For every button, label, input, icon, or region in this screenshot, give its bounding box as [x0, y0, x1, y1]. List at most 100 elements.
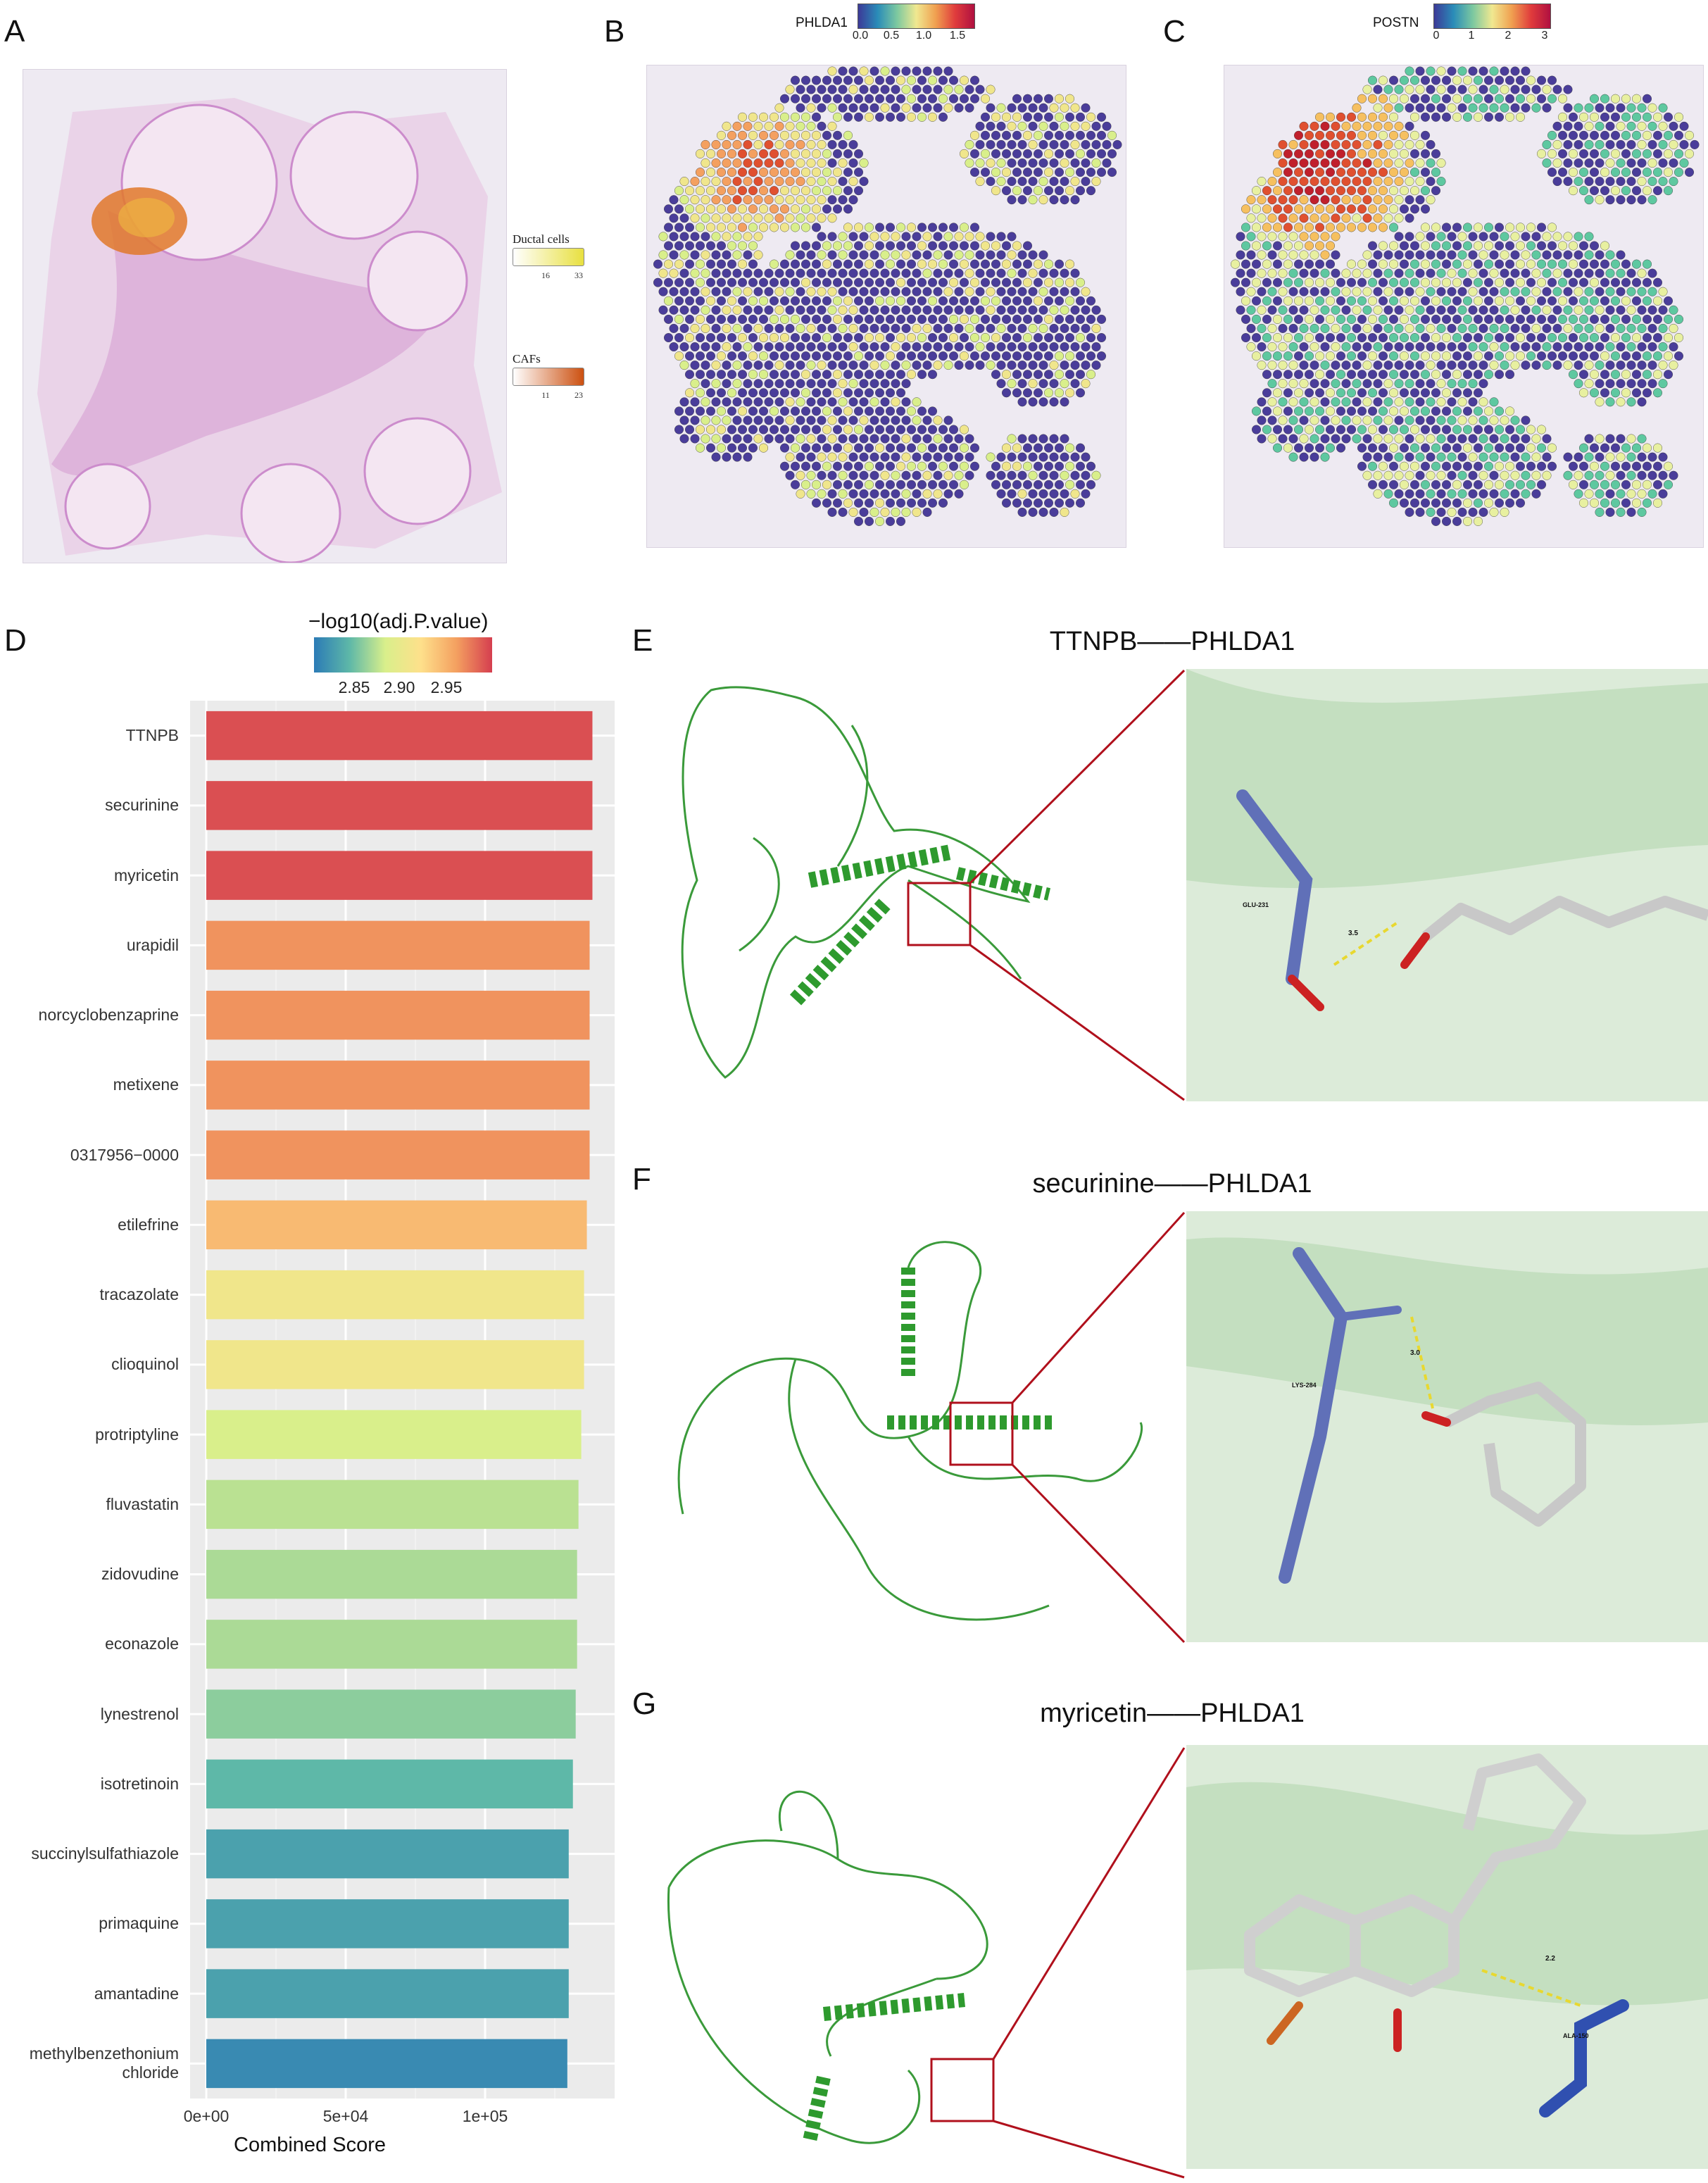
- expression-spot: [1621, 259, 1631, 269]
- expression-spot: [1664, 186, 1674, 196]
- expression-spot: [1447, 397, 1457, 407]
- expression-spot: [695, 314, 705, 324]
- expression-spot: [1044, 259, 1054, 269]
- expression-spot: [833, 461, 843, 471]
- expression-spot: [1436, 452, 1446, 462]
- expression-spot: [1399, 75, 1409, 85]
- expression-spot: [1388, 351, 1398, 361]
- expression-spot: [1310, 379, 1319, 389]
- expression-spot: [1065, 314, 1075, 324]
- expression-spot: [970, 75, 980, 85]
- expression-spot: [1299, 158, 1309, 168]
- bar-11: [206, 1480, 579, 1530]
- expression-spot: [758, 112, 768, 122]
- expression-spot: [1405, 177, 1414, 187]
- expression-spot: [865, 406, 874, 416]
- expression-spot: [711, 323, 721, 333]
- colorbar-b-tick: 1.5: [949, 30, 966, 42]
- expression-spot: [827, 121, 837, 131]
- expression-spot: [1410, 406, 1420, 416]
- expression-spot: [1489, 507, 1499, 517]
- expression-spot: [1012, 443, 1022, 453]
- expression-spot: [1405, 361, 1414, 370]
- expression-spot: [975, 342, 985, 352]
- expression-spot: [774, 195, 784, 205]
- expression-spot: [1600, 443, 1610, 453]
- expression-spot: [800, 406, 810, 416]
- expression-spot: [938, 277, 948, 287]
- expression-spot: [1362, 85, 1372, 94]
- expression-spot: [912, 103, 922, 113]
- expression-spot: [806, 213, 816, 223]
- expression-spot: [1044, 112, 1054, 122]
- expression-spot: [991, 241, 1001, 251]
- expression-spot: [1510, 470, 1520, 480]
- expression-spot: [1060, 397, 1069, 407]
- expression-spot: [1542, 470, 1552, 480]
- expression-spot: [811, 94, 821, 104]
- expression-spot: [1314, 241, 1324, 251]
- expression-spot: [827, 415, 837, 425]
- expression-spot: [1362, 250, 1372, 260]
- expression-spot: [1049, 287, 1059, 296]
- expression-spot: [907, 406, 917, 416]
- expression-spot: [938, 480, 948, 489]
- expression-spot: [685, 223, 695, 232]
- expression-spot: [975, 305, 985, 315]
- expression-spot: [965, 470, 974, 480]
- expression-spot: [1262, 406, 1272, 416]
- expression-spot: [1489, 415, 1499, 425]
- expression-spot: [1457, 85, 1467, 94]
- expression-spot: [1563, 470, 1573, 480]
- expression-spot: [769, 112, 779, 122]
- expression-spot: [1357, 443, 1367, 453]
- expression-spot: [1028, 379, 1038, 389]
- expression-spot: [817, 232, 827, 242]
- expression-spot: [1373, 177, 1383, 187]
- expression-spot: [843, 425, 853, 434]
- expression-spot: [1653, 296, 1663, 306]
- expression-spot: [1495, 75, 1505, 85]
- expression-spot: [1257, 361, 1267, 370]
- expression-spot: [1457, 250, 1467, 260]
- expression-spot: [1563, 158, 1573, 168]
- expression-spot: [822, 259, 831, 269]
- expression-spot: [1357, 388, 1367, 398]
- expression-spot: [1626, 434, 1636, 444]
- expression-spot: [1569, 149, 1578, 158]
- expression-spot: [811, 351, 821, 361]
- expression-spot: [1012, 461, 1022, 471]
- expression-spot: [1383, 158, 1393, 168]
- expression-spot: [1236, 287, 1245, 296]
- expression-spot: [1447, 85, 1457, 94]
- expression-spot: [1362, 268, 1372, 278]
- expression-spot: [743, 379, 753, 389]
- expression-spot: [1457, 305, 1467, 315]
- expression-spot: [1410, 314, 1420, 324]
- expression-spot: [1579, 186, 1589, 196]
- expression-spot: [722, 287, 731, 296]
- expression-spot: [1421, 186, 1431, 196]
- expression-spot: [817, 415, 827, 425]
- expression-spot: [1017, 507, 1027, 517]
- expression-spot: [1595, 452, 1605, 462]
- expression-spot: [1236, 305, 1245, 315]
- expression-spot: [1378, 168, 1388, 177]
- expression-spot: [1320, 287, 1330, 296]
- expression-spot: [1288, 139, 1298, 149]
- expression-spot: [711, 177, 721, 187]
- expression-spot: [1600, 259, 1610, 269]
- expression-spot: [1442, 314, 1452, 324]
- expression-spot: [896, 406, 906, 416]
- expression-spot: [1547, 223, 1557, 232]
- expression-spot: [1664, 168, 1674, 177]
- expression-spot: [758, 204, 768, 214]
- expression-spot: [1405, 489, 1414, 499]
- expression-spot: [1574, 250, 1583, 260]
- expression-spot: [1584, 342, 1594, 352]
- expression-spot: [848, 415, 858, 425]
- expression-spot: [1426, 195, 1436, 205]
- expression-spot: [811, 443, 821, 453]
- expression-spot: [1341, 177, 1351, 187]
- expression-spot: [960, 277, 969, 287]
